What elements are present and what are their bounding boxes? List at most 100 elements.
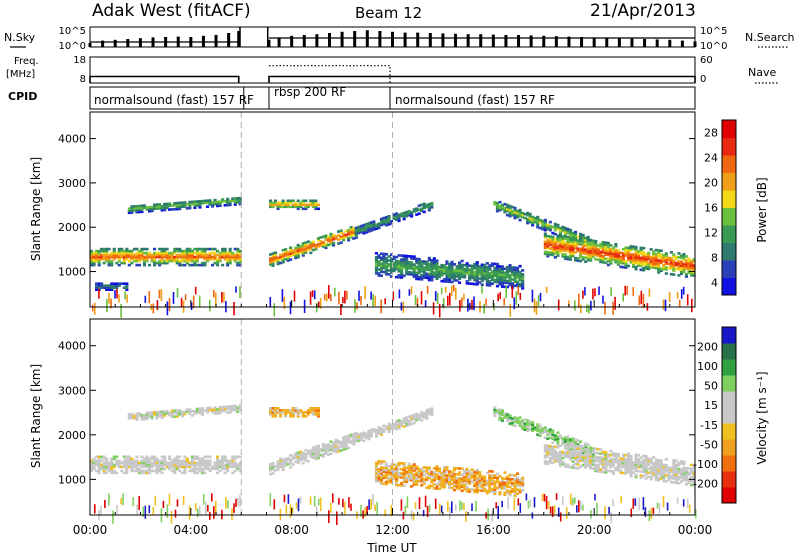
echo-cell	[495, 278, 499, 282]
echo-cell	[571, 246, 575, 250]
echo-cell	[561, 227, 565, 231]
echo-cell	[505, 489, 509, 493]
echo-cell	[193, 202, 197, 205]
echo-cell	[105, 288, 109, 291]
echo-cell	[384, 476, 388, 480]
echo-cell	[382, 264, 386, 268]
speckle-cell	[592, 288, 594, 300]
echo-cell	[485, 483, 489, 487]
echo-cell	[521, 273, 525, 276]
echo-cell	[324, 244, 328, 248]
echo-cell	[180, 459, 184, 463]
speckle-cell	[118, 294, 120, 303]
speckle-cell	[144, 505, 147, 519]
echo-cell	[500, 477, 504, 480]
echo-cell	[430, 276, 434, 280]
echo-cell	[175, 413, 179, 416]
echo-cell	[148, 465, 152, 469]
echo-cell	[279, 205, 283, 209]
echo-cell	[339, 445, 343, 448]
echo-cell	[392, 215, 396, 218]
speckle-cell	[596, 502, 598, 516]
echo-cell	[274, 253, 278, 257]
echo-cell	[445, 480, 449, 483]
echo-cell	[105, 461, 109, 465]
echo-cell	[306, 411, 310, 414]
echo-cell	[236, 467, 240, 471]
echo-cell	[231, 197, 235, 200]
echo-cell	[649, 471, 653, 475]
echo-cell	[228, 459, 232, 463]
echo-cell	[216, 263, 220, 267]
echo-cell	[158, 207, 162, 210]
speckle-cell	[313, 495, 316, 507]
echo-cell	[281, 256, 285, 260]
echo-cell	[271, 462, 275, 465]
echo-cell	[153, 455, 157, 459]
echo-cell	[500, 485, 504, 488]
echo-cell	[311, 240, 315, 244]
echo-cell	[679, 472, 683, 475]
echo-cell	[216, 467, 220, 471]
echo-cell	[500, 203, 504, 207]
echo-cell	[644, 469, 648, 472]
echo-cell	[216, 202, 220, 206]
echo-cell	[523, 426, 527, 429]
echo-cell	[357, 229, 361, 233]
echo-cell	[122, 471, 126, 475]
echo-cell	[400, 424, 404, 427]
echo-cell	[432, 483, 436, 486]
speckle-cell	[285, 504, 288, 514]
echo-cell	[223, 463, 227, 467]
speckle-cell	[459, 500, 461, 511]
echo-cell	[629, 470, 633, 474]
echo-cell	[662, 259, 666, 263]
echo-cell	[357, 433, 361, 436]
echo-cell	[160, 259, 164, 263]
echo-cell	[190, 467, 194, 471]
echo-cell	[435, 261, 439, 264]
colorbar-segment	[722, 375, 736, 392]
echo-cell	[145, 469, 149, 473]
echo-cell	[382, 270, 386, 274]
speckle-cell	[194, 503, 197, 511]
echo-cell	[513, 268, 517, 271]
echo-cell	[493, 278, 497, 282]
speckle-cell	[463, 293, 465, 301]
echo-cell	[644, 257, 648, 260]
echo-cell	[586, 458, 590, 462]
echo-cell	[238, 461, 242, 465]
echo-cell	[274, 255, 278, 258]
echo-cell	[364, 227, 368, 230]
echo-cell	[422, 202, 426, 206]
echo-cell	[175, 415, 179, 418]
echo-cell	[271, 254, 275, 257]
echo-cell	[543, 244, 547, 248]
echo-cell	[384, 260, 388, 264]
echo-cell	[536, 221, 540, 225]
echo-cell	[657, 261, 661, 264]
echo-cell	[637, 260, 641, 263]
echo-cell	[425, 486, 429, 489]
echo-cell	[450, 280, 454, 284]
echo-cell	[367, 224, 371, 227]
echo-cell	[417, 212, 421, 215]
echo-cell	[178, 465, 182, 469]
echo-cell	[599, 254, 603, 258]
echo-cell	[639, 260, 643, 264]
echo-cell	[407, 264, 411, 268]
echo-cell	[284, 205, 288, 209]
echo-cell	[183, 249, 187, 253]
echo-cell	[377, 274, 381, 277]
echo-cell	[387, 259, 391, 262]
echo-cell	[170, 459, 174, 463]
echo-cell	[314, 245, 318, 249]
echo-cell	[390, 471, 394, 474]
echo-cell	[574, 256, 578, 260]
echo-cell	[634, 253, 638, 257]
echo-cell	[427, 412, 431, 415]
echo-cell	[349, 226, 353, 229]
echo-cell	[190, 414, 194, 417]
echo-cell	[216, 200, 220, 204]
speckle-cell	[192, 295, 195, 309]
